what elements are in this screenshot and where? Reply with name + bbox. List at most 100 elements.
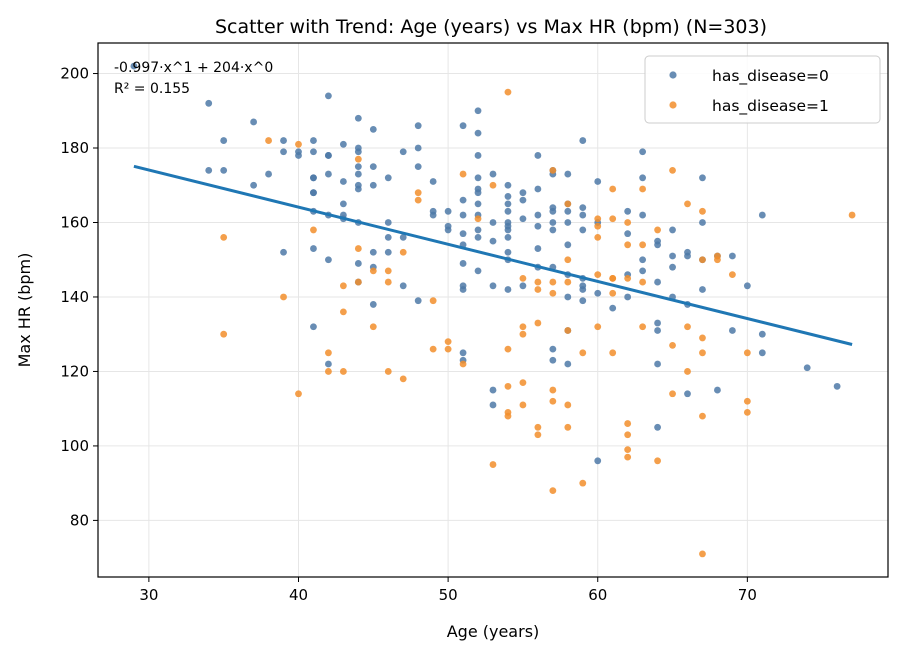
- point-no-disease: [384, 233, 392, 241]
- point-no-disease: [310, 323, 317, 331]
- point-no-disease: [354, 260, 362, 267]
- point-no-disease: [354, 185, 362, 193]
- point-disease: [504, 412, 512, 420]
- point-no-disease: [310, 137, 317, 144]
- point-no-disease: [310, 148, 317, 156]
- point-disease: [609, 349, 617, 357]
- point-no-disease: [504, 226, 512, 234]
- point-disease: [594, 323, 602, 331]
- y-tick-label: 100: [60, 437, 89, 455]
- point-no-disease: [594, 457, 602, 465]
- point-disease: [579, 349, 587, 357]
- point-no-disease: [639, 267, 647, 275]
- point-disease: [519, 274, 527, 282]
- point-disease: [325, 349, 332, 357]
- point-disease: [339, 368, 347, 375]
- x-tick-label: 30: [139, 586, 158, 604]
- point-disease: [339, 282, 347, 290]
- point-no-disease: [669, 226, 676, 234]
- point-no-disease: [339, 140, 347, 148]
- point-no-disease: [474, 189, 482, 197]
- point-disease: [564, 256, 572, 264]
- point-no-disease: [758, 349, 766, 357]
- point-disease: [714, 256, 721, 264]
- point-disease: [295, 140, 302, 148]
- point-no-disease: [519, 189, 527, 197]
- point-disease: [699, 256, 706, 264]
- point-disease: [354, 278, 362, 286]
- point-no-disease: [489, 219, 497, 226]
- point-disease: [639, 241, 647, 249]
- point-no-disease: [519, 282, 527, 290]
- point-disease: [354, 155, 362, 163]
- y-tick-label: 160: [60, 213, 89, 231]
- point-no-disease: [369, 181, 377, 189]
- point-no-disease: [579, 226, 587, 234]
- point-no-disease: [728, 327, 736, 334]
- point-no-disease: [489, 237, 497, 245]
- point-no-disease: [414, 144, 422, 152]
- point-no-disease: [474, 174, 482, 182]
- point-no-disease: [459, 230, 467, 238]
- point-no-disease: [280, 148, 287, 156]
- point-no-disease: [414, 122, 422, 130]
- point-disease: [429, 297, 437, 305]
- point-no-disease: [534, 245, 542, 252]
- point-disease: [295, 390, 302, 398]
- point-no-disease: [699, 286, 706, 293]
- point-disease: [265, 137, 272, 144]
- point-disease: [728, 271, 736, 279]
- point-disease: [310, 226, 317, 234]
- point-no-disease: [504, 181, 512, 189]
- point-no-disease: [579, 137, 587, 144]
- point-no-disease: [399, 148, 407, 156]
- point-no-disease: [369, 248, 377, 256]
- point-no-disease: [205, 99, 213, 107]
- legend-label-no-disease: has_disease=0: [712, 67, 829, 86]
- point-disease: [369, 267, 377, 275]
- point-no-disease: [384, 219, 392, 226]
- axis-ticks: 30 40 50 60 70 80 100 120 140 160 180 200: [60, 65, 757, 604]
- point-no-disease: [325, 256, 332, 264]
- legend: has_disease=0 has_disease=1: [644, 55, 881, 124]
- data-points: [130, 62, 856, 558]
- point-no-disease: [534, 152, 542, 159]
- point-no-disease: [579, 297, 587, 305]
- point-no-disease: [414, 297, 422, 305]
- point-no-disease: [295, 152, 302, 159]
- point-disease: [609, 289, 617, 297]
- point-no-disease: [549, 207, 557, 215]
- point-disease: [489, 461, 497, 468]
- point-disease: [609, 215, 617, 223]
- point-no-disease: [310, 189, 317, 197]
- point-no-disease: [639, 256, 647, 264]
- point-disease: [624, 453, 632, 461]
- point-disease: [669, 166, 676, 174]
- point-disease: [639, 323, 647, 331]
- point-disease: [384, 368, 392, 375]
- point-disease: [444, 345, 452, 353]
- point-no-disease: [459, 211, 467, 219]
- point-disease: [743, 409, 751, 416]
- point-no-disease: [325, 152, 332, 159]
- point-disease: [519, 379, 527, 387]
- point-disease: [384, 267, 392, 275]
- point-no-disease: [280, 137, 287, 144]
- point-disease: [594, 271, 602, 279]
- point-disease: [684, 368, 691, 375]
- chart-title: Scatter with Trend: Age (years) vs Max H…: [215, 16, 767, 38]
- point-no-disease: [534, 211, 542, 219]
- point-no-disease: [654, 278, 661, 286]
- point-no-disease: [414, 163, 422, 171]
- point-no-disease: [639, 148, 647, 156]
- point-no-disease: [803, 364, 811, 372]
- point-no-disease: [504, 207, 512, 215]
- point-no-disease: [564, 207, 572, 215]
- point-disease: [399, 248, 407, 256]
- point-no-disease: [429, 211, 437, 219]
- point-disease: [534, 319, 542, 327]
- point-disease: [384, 278, 392, 286]
- point-disease: [220, 233, 228, 241]
- point-no-disease: [743, 282, 751, 290]
- point-disease: [699, 334, 706, 342]
